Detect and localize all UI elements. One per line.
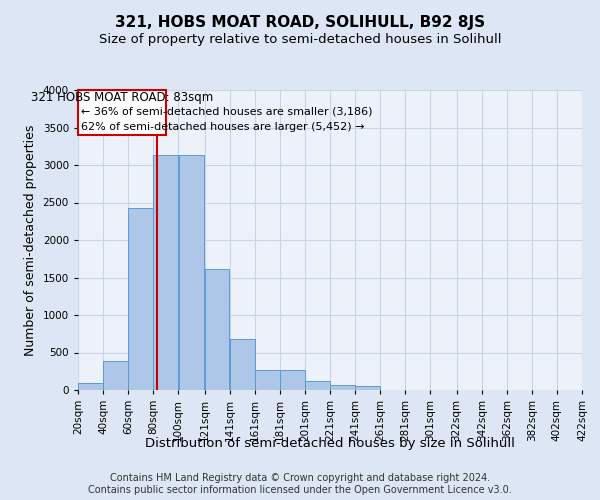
FancyBboxPatch shape <box>78 90 166 135</box>
Bar <box>78 382 103 390</box>
Bar <box>103 361 128 390</box>
Bar <box>205 268 229 390</box>
Bar <box>355 386 380 390</box>
Bar <box>128 208 153 390</box>
Bar <box>280 370 305 390</box>
Text: Distribution of semi-detached houses by size in Solihull: Distribution of semi-detached houses by … <box>145 438 515 450</box>
Text: Contains HM Land Registry data © Crown copyright and database right 2024.
Contai: Contains HM Land Registry data © Crown c… <box>88 474 512 495</box>
Text: ← 36% of semi-detached houses are smaller (3,186): ← 36% of semi-detached houses are smalle… <box>80 106 372 117</box>
Bar <box>179 155 205 390</box>
Text: 321, HOBS MOAT ROAD, SOLIHULL, B92 8JS: 321, HOBS MOAT ROAD, SOLIHULL, B92 8JS <box>115 15 485 30</box>
Text: 62% of semi-detached houses are larger (5,452) →: 62% of semi-detached houses are larger (… <box>80 122 364 132</box>
Bar <box>305 381 330 390</box>
Text: Size of property relative to semi-detached houses in Solihull: Size of property relative to semi-detach… <box>99 32 501 46</box>
Bar <box>154 155 178 390</box>
Bar <box>330 385 355 390</box>
Bar <box>255 370 280 390</box>
Bar <box>230 339 254 390</box>
Text: 321 HOBS MOAT ROAD: 83sqm: 321 HOBS MOAT ROAD: 83sqm <box>31 92 213 104</box>
Y-axis label: Number of semi-detached properties: Number of semi-detached properties <box>24 124 37 356</box>
